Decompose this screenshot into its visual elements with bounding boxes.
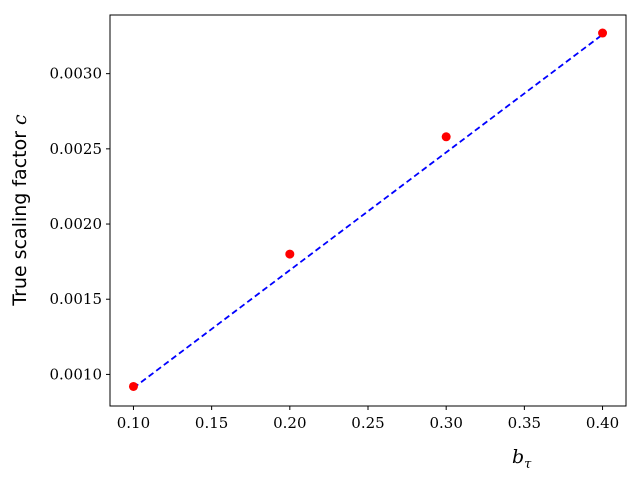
x-tick-label: 0.20 (273, 414, 306, 432)
y-axis-label-symbol: c (9, 114, 31, 125)
y-tick-label: 0.0030 (50, 65, 103, 83)
x-axis-label: bτ (512, 446, 532, 472)
y-tick-label: 0.0025 (50, 140, 103, 158)
x-tick-label: 0.15 (195, 414, 228, 432)
y-tick-label: 0.0020 (50, 215, 103, 233)
x-axis-label-main: b (512, 446, 524, 468)
x-tick-label: 0.40 (586, 414, 619, 432)
y-axis-label: True scaling factor c (9, 114, 31, 307)
x-tick-label: 0.25 (351, 414, 384, 432)
data-point (285, 249, 295, 259)
x-tick-label: 0.30 (429, 414, 462, 432)
x-axis-ticks: 0.10 0.15 0.20 0.25 0.30 0.35 0.40 (117, 406, 619, 432)
data-point (128, 381, 138, 391)
x-axis-label-subscript: τ (524, 457, 532, 472)
data-point (441, 132, 451, 142)
y-axis-label-prefix: True scaling factor (9, 125, 31, 307)
y-axis-ticks: 0.0010 0.0015 0.0020 0.0025 0.0030 (50, 65, 110, 383)
x-tick-label: 0.10 (117, 414, 150, 432)
data-point (598, 28, 608, 38)
plot-content (128, 28, 608, 391)
y-tick-label: 0.0015 (50, 290, 103, 308)
y-tick-label: 0.0010 (50, 365, 103, 383)
x-tick-label: 0.35 (508, 414, 541, 432)
fit-line (132, 33, 604, 389)
